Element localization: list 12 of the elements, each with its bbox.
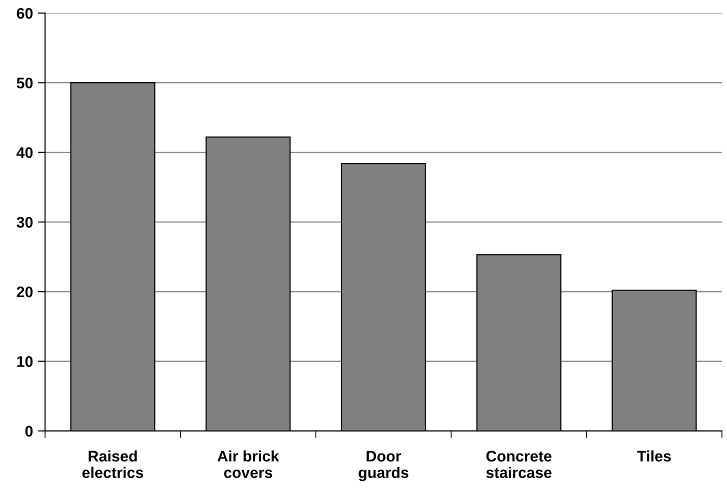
y-tick-label: 40 — [16, 147, 33, 158]
y-tick-label: 60 — [16, 8, 33, 19]
x-tick-label: Tiles — [637, 450, 671, 462]
x-tick-label: Door guards — [358, 450, 408, 482]
y-tick-label: 10 — [17, 356, 33, 367]
y-tick-label: 30 — [16, 216, 33, 228]
x-tick-label: Raised electrics — [82, 450, 144, 478]
x-tick-label: Concrete staircase — [486, 450, 552, 478]
y-tick-label: 20 — [16, 286, 33, 298]
y-tick-label: 50 — [16, 78, 33, 88]
y-tick-label: 0 — [25, 426, 33, 437]
x-tick-label: Air brick covers — [218, 450, 280, 478]
